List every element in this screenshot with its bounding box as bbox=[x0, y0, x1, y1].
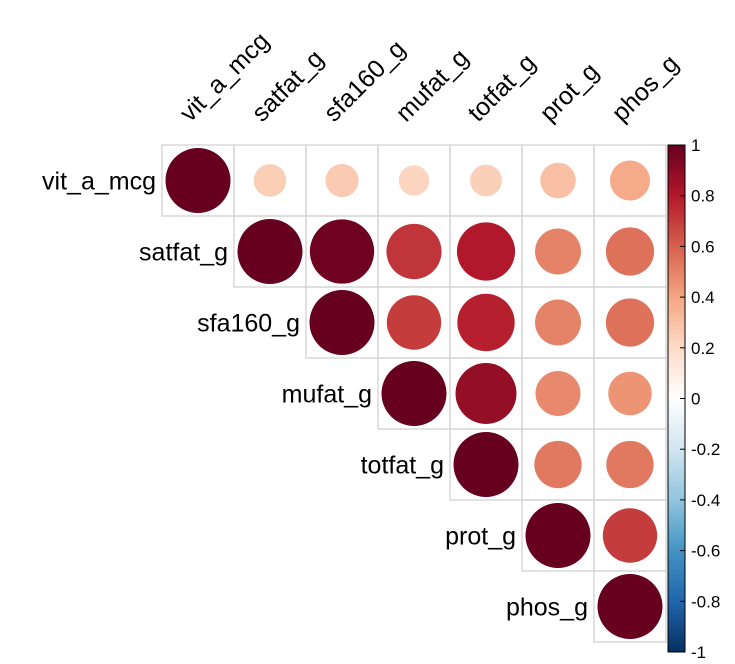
row-label-mufat_g: mufat_g bbox=[282, 381, 372, 409]
colorbar-tick-label: -0.2 bbox=[691, 440, 720, 459]
row-labels: vit_a_mcg satfat_g sfa160_g mufat_g totfat_g… bbox=[42, 168, 588, 622]
circle-mufat_g-mufat_g bbox=[381, 361, 447, 426]
circle-satfat_g-phos_g bbox=[605, 227, 655, 276]
colorbar-tick-label: 0.6 bbox=[691, 237, 715, 256]
colorbar-tick-label: -0.8 bbox=[691, 592, 720, 611]
column-labels: vit_a_mcgsatfat_gsfa160_gmufat_gtotfat_g… bbox=[174, 27, 684, 127]
colorbar-tick-label: 1 bbox=[691, 136, 700, 155]
colorbar-tick-label: -0.4 bbox=[691, 491, 720, 510]
circle-sfa160_g-prot_g bbox=[535, 299, 581, 346]
colorbar-tick-label: 0.2 bbox=[691, 339, 715, 358]
colorbar-tick-label: -1 bbox=[691, 643, 706, 662]
circle-prot_g-prot_g bbox=[525, 503, 591, 568]
circle-vit_a_mcg-totfat_g bbox=[470, 164, 502, 197]
col-label-prot_g: prot_g bbox=[534, 57, 604, 127]
row-label-prot_g: prot_g bbox=[445, 523, 516, 551]
colorbar-tick-label: 0.8 bbox=[691, 187, 715, 206]
circle-totfat_g-totfat_g bbox=[453, 432, 519, 497]
circle-satfat_g-prot_g bbox=[535, 228, 581, 275]
circle-sfa160_g-phos_g bbox=[605, 298, 655, 347]
circle-mufat_g-totfat_g bbox=[455, 363, 517, 424]
row-label-totfat_g: totfat_g bbox=[361, 452, 444, 480]
circle-sfa160_g-mufat_g bbox=[386, 295, 442, 350]
circle-vit_a_mcg-prot_g bbox=[540, 162, 576, 199]
circle-totfat_g-phos_g bbox=[606, 440, 654, 489]
circle-sfa160_g-totfat_g bbox=[457, 293, 515, 352]
circle-vit_a_mcg-mufat_g bbox=[398, 165, 430, 196]
circle-phos_g-phos_g bbox=[597, 574, 663, 639]
col-label-phos_g: phos_g bbox=[606, 49, 684, 127]
circle-vit_a_mcg-vit_a_mcg bbox=[165, 148, 231, 213]
circle-vit_a_mcg-sfa160_g bbox=[325, 163, 359, 198]
circle-satfat_g-totfat_g bbox=[456, 222, 516, 281]
colorbar-tick-label: 0 bbox=[691, 390, 700, 409]
correlation-circles bbox=[165, 148, 663, 639]
row-label-phos_g: phos_g bbox=[506, 594, 588, 622]
row-label-satfat_g: satfat_g bbox=[139, 239, 228, 267]
row-label-vit_a_mcg: vit_a_mcg bbox=[42, 168, 156, 196]
circle-mufat_g-prot_g bbox=[535, 370, 581, 417]
colorbar-tick-label: 0.4 bbox=[691, 288, 715, 307]
colorbar-ticks: 1 0.8 0.6 0.4 0.2 0 -0.2 -0.4 -0.6 -0.8 -1 bbox=[680, 136, 720, 662]
colorbar-tick-label: -0.6 bbox=[691, 542, 720, 561]
circle-satfat_g-sfa160_g bbox=[309, 219, 375, 284]
circle-mufat_g-phos_g bbox=[608, 371, 652, 416]
cell-grid bbox=[161, 144, 667, 643]
circle-satfat_g-mufat_g bbox=[386, 223, 442, 280]
cell-phos_g-phos_g bbox=[593, 570, 667, 643]
circle-totfat_g-prot_g bbox=[534, 440, 582, 489]
circle-satfat_g-satfat_g bbox=[237, 219, 303, 284]
circle-sfa160_g-sfa160_g bbox=[309, 290, 375, 355]
row-label-sfa160_g: sfa160_g bbox=[197, 310, 300, 338]
colorbar: 1 0.8 0.6 0.4 0.2 0 -0.2 -0.4 -0.6 -0.8 -1 bbox=[667, 136, 720, 662]
circle-vit_a_mcg-phos_g bbox=[609, 160, 651, 201]
circle-vit_a_mcg-satfat_g bbox=[253, 164, 287, 197]
circle-prot_g-phos_g bbox=[602, 508, 658, 563]
col-label-totfat_g: totfat_g bbox=[462, 48, 541, 127]
